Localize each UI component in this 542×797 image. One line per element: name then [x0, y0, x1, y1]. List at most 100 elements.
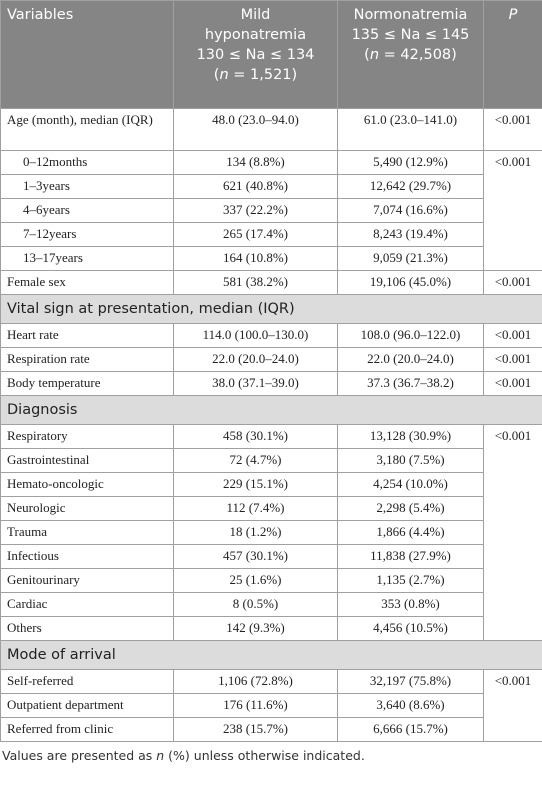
header-line: Variables: [7, 5, 167, 25]
value-cell: 108.0 (96.0–122.0): [337, 323, 484, 348]
value-cell: 19,106 (45.0%): [337, 270, 484, 295]
section-title: Mode of arrival: [0, 640, 542, 670]
data-row: Age (month), median (IQR) 48.0 (23.0–94.0…: [0, 108, 542, 151]
data-row: Heart rate 114.0 (100.0–130.0) 108.0 (96.0…: [0, 323, 542, 348]
header-line: P: [490, 5, 536, 25]
text: Normonatremia: [353, 7, 468, 23]
label-cell: Respiration rate: [0, 347, 174, 372]
value-cell: 114.0 (100.0–130.0): [173, 323, 338, 348]
italic-text: n: [369, 47, 380, 63]
value-cell: 1,106 (72.8%): [173, 669, 338, 694]
value-cell: 1,135 (2.7%): [337, 568, 484, 593]
value-cell: 72 (4.7%): [173, 448, 338, 473]
label-cell: Gastrointestinal: [0, 448, 174, 473]
data-row: 0–12months 134 (8.8%) 5,490 (12.9%) <0.001: [0, 150, 542, 271]
value-cell: 5,490 (12.9%): [337, 150, 484, 175]
label-cell: Female sex: [0, 270, 174, 295]
value-cell: 621 (40.8%): [173, 174, 338, 199]
section-title: Vital sign at presentation, median (IQR): [0, 294, 542, 324]
italic-text: P: [508, 7, 518, 23]
text: = 42,508): [379, 47, 457, 63]
label-cell: Others: [0, 616, 174, 641]
label-cell: Outpatient department: [0, 693, 174, 718]
text: 135 ≤ Na ≤ 145: [351, 27, 470, 43]
value-cell: 6,666 (15.7%): [337, 717, 484, 742]
value-cell: 22.0 (20.0–24.0): [337, 347, 484, 372]
p-value: <0.001: [483, 424, 542, 641]
label-cell: Cardiac: [0, 592, 174, 617]
value-cell: 48.0 (23.0–94.0): [173, 108, 338, 151]
value-cell: 38.0 (37.1–39.0): [173, 371, 338, 396]
p-value: <0.001: [483, 347, 542, 372]
value-cell: 4,254 (10.0%): [337, 472, 484, 497]
header-line: Mild: [180, 5, 331, 25]
value-cell: 9,059 (21.3%): [337, 246, 484, 271]
section-row: Diagnosis: [0, 395, 542, 425]
label-cell: Self-referred: [0, 669, 174, 694]
section-row: Vital sign at presentation, median (IQR): [0, 294, 542, 324]
section-title: Diagnosis: [0, 395, 542, 425]
data-row: Gastrointestinal 72 (4.7%) 3,180 (7.5%): [0, 448, 542, 473]
data-row: Respiration rate 22.0 (20.0–24.0) 22.0 (20…: [0, 347, 542, 372]
p-value: <0.001: [483, 150, 542, 271]
header-line: 135 ≤ Na ≤ 145: [344, 25, 477, 45]
data-row: Hemato-oncologic 229 (15.1%) 4,254 (10.0%): [0, 472, 542, 497]
value-cell: 1,866 (4.4%): [337, 520, 484, 545]
data-row: Outpatient department 176 (11.6%) 3,640 (8…: [0, 693, 542, 718]
table: Variables Mild hyponatremia 130 ≤ Na ≤ 134 (…: [0, 0, 542, 742]
label-cell: Neurologic: [0, 496, 174, 521]
label-cell: 13–17years: [0, 246, 174, 271]
section-row: Mode of arrival: [0, 640, 542, 670]
value-cell: 265 (17.4%): [173, 222, 338, 247]
data-row: Self-referred 1,106 (72.8%) 32,197 (75.8%)…: [0, 669, 542, 742]
value-cell: 581 (38.2%): [173, 270, 338, 295]
p-value: <0.001: [483, 669, 542, 742]
data-row: 7–12years 265 (17.4%) 8,243 (19.4%): [0, 222, 542, 247]
data-row: Neurologic 112 (7.4%) 2,298 (5.4%): [0, 496, 542, 521]
data-row: 4–6years 337 (22.2%) 7,074 (16.6%): [0, 198, 542, 223]
value-cell: 142 (9.3%): [173, 616, 338, 641]
value-cell: 8,243 (19.4%): [337, 222, 484, 247]
header-cell: P: [483, 0, 542, 109]
value-cell: 7,074 (16.6%): [337, 198, 484, 223]
data-row: 13–17years 164 (10.8%) 9,059 (21.3%): [0, 246, 542, 271]
value-cell: 61.0 (23.0–141.0): [337, 108, 484, 151]
label-cell: Genitourinary: [0, 568, 174, 593]
text: Mild: [240, 7, 271, 23]
label-cell: Body temperature: [0, 371, 174, 396]
p-value: <0.001: [483, 371, 542, 396]
italic-text: n: [219, 67, 229, 83]
value-cell: 112 (7.4%): [173, 496, 338, 521]
value-cell: 229 (15.1%): [173, 472, 338, 497]
data-row: Body temperature 38.0 (37.1–39.0) 37.3 (36…: [0, 371, 542, 396]
value-cell: 11,838 (27.9%): [337, 544, 484, 569]
data-row: Others 142 (9.3%) 4,456 (10.5%): [0, 616, 542, 641]
value-cell: 25 (1.6%): [173, 568, 338, 593]
value-cell: 353 (0.8%): [337, 592, 484, 617]
p-value: <0.001: [483, 270, 542, 295]
value-cell: 457 (30.1%): [173, 544, 338, 569]
p-value: <0.001: [483, 323, 542, 348]
data-row: Infectious 457 (30.1%) 11,838 (27.9%): [0, 544, 542, 569]
italic-text: n: [156, 748, 165, 763]
label-cell: 7–12years: [0, 222, 174, 247]
text: Values are presented as: [2, 748, 157, 763]
data-row: Trauma 18 (1.2%) 1,866 (4.4%): [0, 520, 542, 545]
label-cell: Trauma: [0, 520, 174, 545]
data-row: Genitourinary 25 (1.6%) 1,135 (2.7%): [0, 568, 542, 593]
label-cell: 1–3years: [0, 174, 174, 199]
header-line: hyponatremia: [180, 25, 331, 45]
text: (: [364, 47, 370, 63]
value-cell: 4,456 (10.5%): [337, 616, 484, 641]
table-body: Variables Mild hyponatremia 130 ≤ Na ≤ 134 (…: [0, 0, 542, 742]
value-cell: 238 (15.7%): [173, 717, 338, 742]
value-cell: 18 (1.2%): [173, 520, 338, 545]
data-row: Referred from clinic 238 (15.7%) 6,666 (15…: [0, 717, 542, 742]
p-value: <0.001: [483, 108, 542, 151]
value-cell: 12,642 (29.7%): [337, 174, 484, 199]
label-cell: Age (month), median (IQR): [0, 108, 174, 151]
value-cell: 458 (30.1%): [173, 424, 338, 449]
header-cell: Normonatremia 135 ≤ Na ≤ 145 (n = 42,508): [337, 0, 484, 109]
data-row: Cardiac 8 (0.5%) 353 (0.8%): [0, 592, 542, 617]
